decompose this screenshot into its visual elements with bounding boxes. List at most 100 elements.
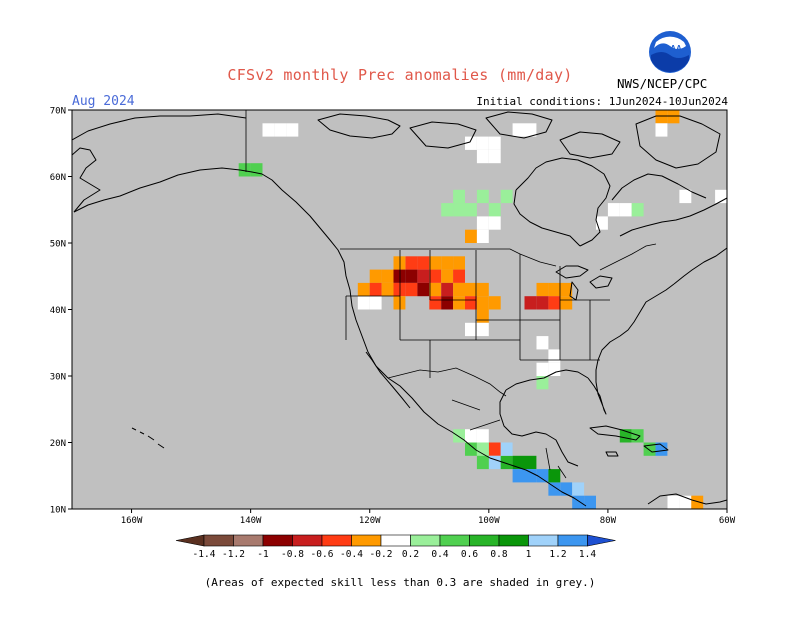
anomaly-cell xyxy=(548,349,561,363)
lon-tick-label: 60W xyxy=(719,516,736,526)
anomaly-cell xyxy=(691,495,704,509)
anomaly-cell xyxy=(393,282,406,297)
anomaly-cell xyxy=(667,495,680,509)
anomaly-cell xyxy=(596,216,608,230)
anomaly-cell xyxy=(369,282,382,297)
anomaly-cell xyxy=(476,455,489,470)
anomaly-cell xyxy=(488,455,501,470)
anomaly-cell xyxy=(465,322,477,337)
anomaly-cell xyxy=(381,269,394,283)
anomaly-cell xyxy=(429,282,442,297)
anomaly-cell xyxy=(453,296,465,310)
skill-footnote: (Areas of expected skill less than 0.3 a… xyxy=(204,576,596,589)
coastlines xyxy=(72,111,727,507)
anomaly-cell xyxy=(536,362,549,376)
lon-tick-label: 160W xyxy=(121,516,143,526)
anomaly-cell xyxy=(393,256,406,270)
anomaly-cell xyxy=(584,495,596,509)
anomaly-cell xyxy=(465,229,477,243)
anomaly-cell xyxy=(262,123,275,137)
anomaly-cell xyxy=(393,269,406,283)
anomaly-cell xyxy=(560,282,573,297)
lon-tick-label: 120W xyxy=(359,516,381,526)
map-title: CFSv2 monthly Prec anomalies (mm/day) xyxy=(227,66,573,84)
anomaly-cell xyxy=(465,296,477,310)
anomaly-cell xyxy=(453,203,465,217)
lat-tick-label: 20N xyxy=(50,439,66,449)
anomaly-cell xyxy=(488,203,501,217)
anomaly-cell xyxy=(369,269,382,283)
anomaly-cell xyxy=(476,322,489,337)
anomaly-cell xyxy=(488,149,501,164)
anomaly-cell xyxy=(536,336,549,350)
anomaly-cell xyxy=(679,495,692,509)
anomaly-cell xyxy=(548,482,561,496)
anomaly-cell xyxy=(476,442,489,456)
anomaly-cell xyxy=(524,123,537,137)
anomaly-cell xyxy=(417,269,430,283)
anomaly-cell xyxy=(250,163,263,177)
agency-label: NWS/NCEP/CPC xyxy=(617,76,708,91)
anomaly-cell xyxy=(441,282,454,297)
anomaly-cell xyxy=(476,429,489,443)
anomaly-cell xyxy=(655,110,668,124)
anomaly-cell xyxy=(500,189,513,204)
anomaly-cell xyxy=(679,189,692,204)
anomaly-cell xyxy=(607,203,620,217)
anomaly-cell xyxy=(500,442,513,456)
anomaly-cell xyxy=(381,282,394,297)
anomaly-cell xyxy=(560,482,573,496)
lon-tick-label: 140W xyxy=(240,516,262,526)
political-borders xyxy=(245,110,657,479)
anomaly-cell xyxy=(453,269,465,283)
forecast-month: Aug 2024 xyxy=(72,94,135,109)
lat-tick-label: 70N xyxy=(50,107,66,117)
anomaly-cell xyxy=(715,189,727,204)
anomaly-cell xyxy=(631,203,644,217)
anomaly-cell xyxy=(548,282,561,297)
anomaly-cell xyxy=(453,282,465,297)
anomaly-cell xyxy=(488,216,501,230)
anomaly-cell xyxy=(536,296,549,310)
lat-tick-label: 30N xyxy=(50,373,66,383)
anomaly-cell xyxy=(274,123,287,137)
anomaly-cell xyxy=(453,256,465,270)
anomaly-cell xyxy=(524,296,537,310)
anomaly-cell xyxy=(572,482,585,496)
anomaly-cell xyxy=(441,203,454,217)
anomaly-cell xyxy=(512,469,525,483)
anomaly-cell xyxy=(465,429,477,443)
anomaly-cell xyxy=(465,203,477,217)
lat-tick-label: 50N xyxy=(50,240,66,250)
anomaly-cell xyxy=(536,376,549,390)
anomaly-cell xyxy=(488,136,501,150)
anomaly-cell xyxy=(465,442,477,456)
anomaly-cell xyxy=(512,123,525,137)
anomaly-cell xyxy=(548,296,561,310)
lon-tick-label: 100W xyxy=(478,516,500,526)
svg-text:NOAA: NOAA xyxy=(658,44,682,53)
anomaly-cell xyxy=(488,296,501,310)
anomaly-cell xyxy=(441,256,454,270)
anomaly-cell xyxy=(548,469,561,483)
anomaly-cell xyxy=(238,163,251,177)
anomaly-cell xyxy=(405,282,418,297)
anomaly-cell xyxy=(465,136,477,150)
anomaly-cell xyxy=(429,256,442,270)
lat-tick-label: 60N xyxy=(50,173,66,183)
anomaly-cell xyxy=(631,429,644,443)
anomaly-cell xyxy=(476,282,489,297)
anomaly-cell xyxy=(476,229,489,243)
anomaly-cell xyxy=(453,189,465,204)
anomaly-cell xyxy=(536,282,549,297)
anomaly-cell xyxy=(441,269,454,283)
anomaly-cell xyxy=(667,110,680,124)
lon-tick-label: 80W xyxy=(600,516,617,526)
anomaly-cell xyxy=(548,362,561,376)
initial-conditions: Initial conditions: 1Jun2024-10Jun2024 xyxy=(476,95,728,108)
anomaly-cell xyxy=(476,216,489,230)
anomaly-cell xyxy=(476,309,489,323)
anomaly-cell xyxy=(369,296,382,310)
anomaly-cell xyxy=(536,469,549,483)
